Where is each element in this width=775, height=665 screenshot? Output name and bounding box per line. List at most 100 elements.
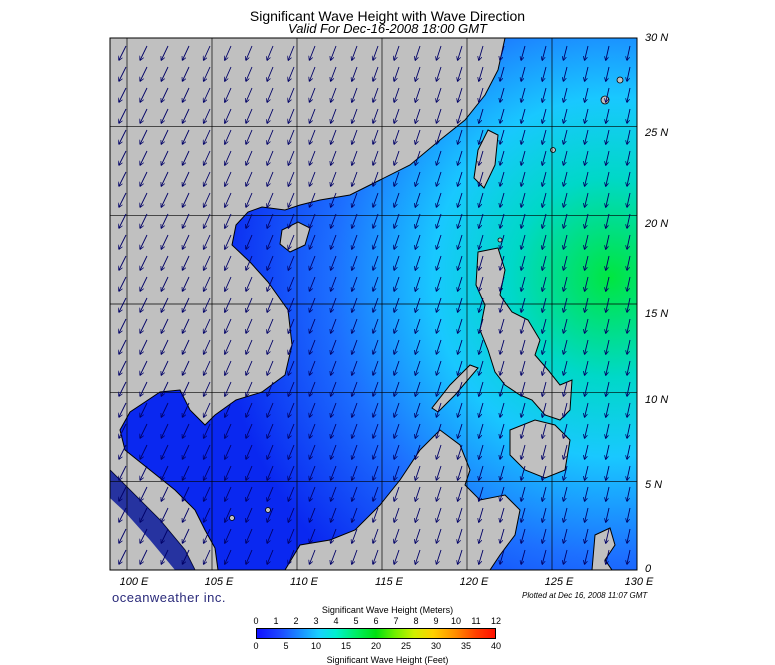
- wave-arrow: [246, 360, 253, 375]
- wave-arrow: [479, 192, 484, 207]
- wave-arrow: [161, 507, 169, 522]
- wave-arrow: [436, 360, 442, 375]
- wave-arrow: [140, 528, 148, 543]
- wave-arrow: [606, 297, 610, 312]
- wave-arrow: [563, 444, 568, 459]
- wave-arrow: [458, 87, 463, 102]
- wave-arrow: [267, 150, 274, 165]
- wave-arrow: [373, 87, 379, 102]
- wave-arrow: [288, 318, 295, 333]
- wave-arrow: [500, 318, 505, 333]
- wave-arrow: [458, 66, 463, 81]
- wave-arrow: [585, 108, 589, 123]
- wave-arrow: [119, 255, 127, 270]
- wave-arrow: [415, 129, 421, 144]
- wave-arrow: [373, 255, 379, 270]
- wave-arrow: [563, 318, 568, 333]
- wave-arrow: [331, 465, 337, 480]
- wave-arrow: [161, 276, 169, 291]
- wave-arrow: [394, 360, 400, 375]
- wave-arrow: [331, 234, 337, 249]
- wave-arrow: [140, 213, 148, 228]
- wave-arrow: [415, 108, 421, 123]
- wave-arrow: [585, 234, 589, 249]
- wave-arrow: [267, 381, 274, 396]
- wave-arrow: [563, 339, 568, 354]
- wave-arrow: [161, 255, 169, 270]
- wave-arrow: [352, 528, 358, 543]
- wave-arrow: [373, 276, 379, 291]
- wave-arrow: [606, 87, 610, 102]
- wave-arrow: [140, 108, 148, 123]
- wave-arrow: [161, 549, 169, 564]
- wave-arrow: [331, 276, 337, 291]
- wave-arrow: [415, 66, 421, 81]
- wave-arrow: [119, 444, 127, 459]
- lon-label-110: 110 E: [290, 576, 318, 588]
- wave-arrow: [436, 192, 442, 207]
- wave-arrow: [585, 339, 589, 354]
- colorbar-meters-tick: 1: [273, 616, 279, 626]
- wave-arrow: [140, 381, 148, 396]
- wave-arrow: [415, 192, 421, 207]
- wave-arrow: [606, 213, 610, 228]
- wave-arrow: [563, 108, 568, 123]
- wave-arrow: [140, 192, 148, 207]
- wave-arrow: [182, 66, 190, 81]
- wave-arrow: [204, 549, 211, 564]
- wave-arrow: [309, 213, 316, 228]
- wave-arrow: [458, 213, 463, 228]
- wave-arrow: [606, 192, 610, 207]
- wave-arrow: [182, 297, 190, 312]
- wave-arrow: [394, 234, 400, 249]
- wave-arrow: [585, 213, 589, 228]
- wave-arrow: [521, 444, 526, 459]
- wave-arrow: [182, 402, 190, 417]
- wave-arrow: [119, 129, 127, 144]
- wave-arrow: [119, 150, 127, 165]
- wave-arrow: [606, 255, 610, 270]
- wave-arrow: [627, 423, 631, 438]
- wave-arrow: [288, 108, 295, 123]
- wave-arrow: [542, 339, 547, 354]
- wave-arrow: [415, 444, 421, 459]
- wave-arrow: [542, 423, 547, 438]
- wave-arrow: [542, 549, 547, 564]
- wave-arrow: [204, 87, 211, 102]
- wave-arrow: [373, 339, 379, 354]
- wave-arrow: [500, 45, 505, 60]
- wave-arrow: [246, 423, 253, 438]
- wave-arrow: [394, 444, 400, 459]
- wave-arrow: [500, 465, 505, 480]
- wave-arrow: [331, 360, 337, 375]
- wave-arrow: [119, 234, 127, 249]
- wave-arrow: [119, 297, 127, 312]
- wave-arrow: [500, 213, 505, 228]
- wave-arrow: [161, 192, 169, 207]
- wave-arrow: [204, 129, 211, 144]
- wave-arrow: [500, 276, 505, 291]
- wave-arrow: [204, 150, 211, 165]
- wave-arrow: [415, 381, 421, 396]
- wave-arrow: [288, 465, 295, 480]
- lon-label-125: 125 E: [544, 576, 574, 588]
- wave-arrow: [309, 465, 316, 480]
- wave-arrow: [119, 402, 127, 417]
- wave-arrow: [352, 318, 358, 333]
- wave-arrow: [373, 234, 379, 249]
- wave-arrow: [436, 171, 442, 186]
- wave-arrow: [204, 339, 211, 354]
- wave-arrow: [436, 150, 442, 165]
- wave-arrow: [627, 465, 631, 480]
- wave-arrow: [161, 87, 169, 102]
- wave-arrow: [119, 339, 127, 354]
- wave-arrow: [585, 318, 589, 333]
- mindanao-island: [509, 419, 571, 479]
- colorbar-meters-tick: 9: [433, 616, 439, 626]
- wave-arrow: [246, 150, 253, 165]
- wave-arrow: [585, 192, 589, 207]
- wave-arrow: [373, 66, 379, 81]
- wave-arrow: [542, 528, 547, 543]
- wave-arrow: [479, 108, 484, 123]
- wave-arrow: [394, 45, 400, 60]
